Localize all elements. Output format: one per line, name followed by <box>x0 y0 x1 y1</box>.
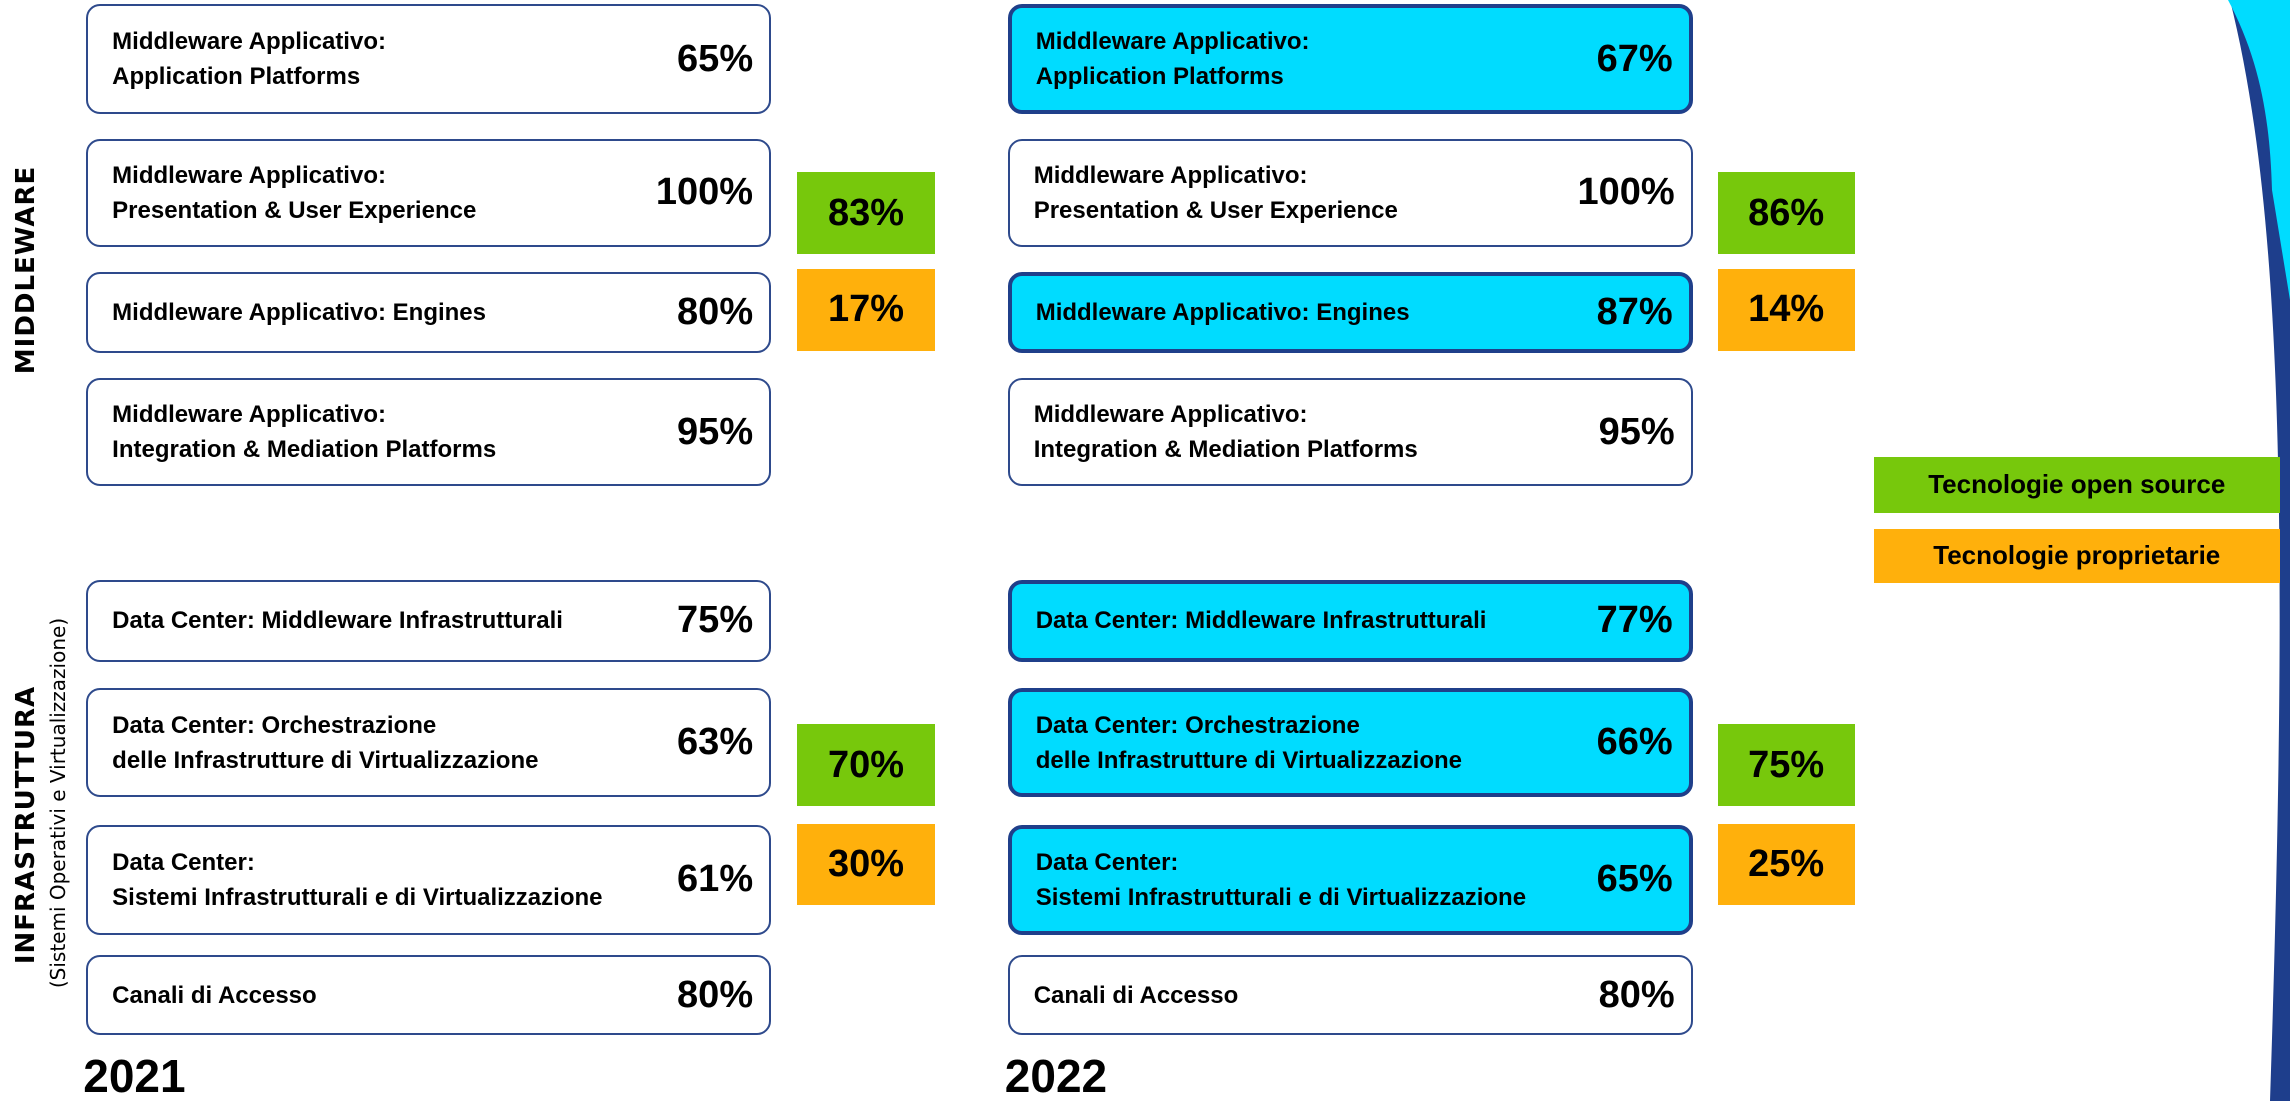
percent: 80% <box>677 291 754 334</box>
label: Data Center: Orchestrazione delle Infrast… <box>112 708 538 778</box>
category-box: Middleware Applicativo: Integration & Med… <box>86 378 772 487</box>
side-note: (Sistemi Operativi e Virtualizzazione) <box>46 618 71 989</box>
category-box: Middleware Applicativo: Engines 80% <box>86 271 772 354</box>
label: Middleware Applicativo: Engines <box>112 295 486 330</box>
label: Middleware Applicativo: Integration & Med… <box>1034 397 1418 467</box>
decoration <box>2228 0 2290 1101</box>
open-source-share: 70% <box>797 724 935 807</box>
label: Canali di Accesso <box>112 978 317 1013</box>
open-source-share: 86% <box>1717 172 1855 255</box>
label-line: Middleware Applicativo: <box>112 28 386 56</box>
label-line: Data Center: Middleware Infrastrutturali <box>112 607 563 635</box>
category-box: Data Center: Middleware Infrastrutturali… <box>86 579 772 662</box>
year-label: 2022 <box>1004 1049 1108 1101</box>
label: Middleware Applicativo: Integration & Med… <box>112 397 496 467</box>
category-box: Middleware Applicativo: Integration & Med… <box>1007 378 1693 487</box>
label-line: Middleware Applicativo: Engines <box>112 299 486 327</box>
label: Middleware Applicativo: Engines <box>1036 295 1410 330</box>
label: Data Center: Middleware Infrastrutturali <box>112 603 563 638</box>
category-box: Middleware Applicativo: Engines 87% <box>1007 271 1693 354</box>
side-label: INFRASTRUTTURA <box>11 686 42 965</box>
label-line: Presentation & User Experience <box>1033 196 1398 224</box>
legend-open-source: Tecnologie open source <box>1873 457 2280 513</box>
percent: 77% <box>1596 599 1673 642</box>
label-line: Application Platforms <box>1035 63 1284 91</box>
label-line: Middleware Applicativo: <box>1035 28 1310 56</box>
label: Data Center: Orchestrazione delle Infrast… <box>1036 708 1462 778</box>
label: Data Center: Sistemi Infrastrutturali e d… <box>1036 845 1526 915</box>
label-line: Data Center: Orchestrazione <box>1035 711 1360 739</box>
label: Data Center: Middleware Infrastrutturali <box>1036 603 1487 638</box>
label-line: Data Center: Orchestrazione <box>112 711 437 739</box>
percent: 61% <box>677 858 754 901</box>
label: Middleware Applicativo: Application Platf… <box>112 24 386 94</box>
category-box: Middleware Applicativo: Application Platf… <box>1007 4 1693 114</box>
percent: 80% <box>677 973 754 1016</box>
label-line: Middleware Applicativo: Engines <box>1035 299 1410 327</box>
label-line: delle Infrastrutture di Virtualizzazione <box>112 746 539 774</box>
category-box: Canali di Accesso 80% <box>1007 955 1693 1036</box>
percent: 100% <box>1577 171 1675 214</box>
label-line: Data Center: Middleware Infrastrutturali <box>1035 607 1487 635</box>
percent: 63% <box>677 721 754 764</box>
percent: 75% <box>677 599 754 642</box>
side-label: MIDDLEWARE <box>11 165 42 375</box>
label-line: delle Infrastrutture di Virtualizzazione <box>1035 746 1463 774</box>
category-box: Data Center: Sistemi Infrastrutturali e d… <box>1007 825 1693 935</box>
category-box: Middleware Applicativo: Presentation & Us… <box>1007 138 1693 247</box>
percent: 100% <box>655 171 754 214</box>
percent: 80% <box>1598 973 1675 1016</box>
label: Canali di Accesso <box>1034 978 1239 1013</box>
open-source-share: 75% <box>1717 724 1855 807</box>
label: Middleware Applicativo: Presentation & Us… <box>1034 158 1398 228</box>
category-box: Data Center: Orchestrazione delle Infrast… <box>86 687 772 798</box>
proprietary-share: 17% <box>797 268 935 351</box>
category-box: Data Center: Orchestrazione delle Infrast… <box>1007 687 1693 798</box>
proprietary-share: 30% <box>797 823 935 906</box>
label-line: Application Platforms <box>112 63 361 91</box>
legend-proprietary: Tecnologie proprietarie <box>1873 528 2280 583</box>
percent: 87% <box>1596 291 1673 334</box>
label: Data Center: Sistemi Infrastrutturali e d… <box>112 845 602 915</box>
open-source-share: 83% <box>797 172 935 255</box>
proprietary-share: 25% <box>1717 823 1855 906</box>
label-line: Sistemi Infrastrutturali e di Virtualizz… <box>1035 883 1527 911</box>
label: Middleware Applicativo: Application Platf… <box>1036 24 1310 94</box>
label-line: Middleware Applicativo: <box>112 401 386 429</box>
percent: 67% <box>1596 37 1673 80</box>
year-label: 2021 <box>83 1049 186 1101</box>
label-line: Sistemi Infrastrutturali e di Virtualizz… <box>112 883 603 911</box>
percent: 95% <box>1598 410 1675 453</box>
label-line: Middleware Applicativo: <box>1033 161 1308 189</box>
label-line: Data Center: <box>1035 848 1179 876</box>
category-box: Data Center: Sistemi Infrastrutturali e d… <box>86 825 772 935</box>
label: Middleware Applicativo: Presentation & Us… <box>112 158 476 228</box>
label-line: Presentation & User Experience <box>112 196 477 224</box>
percent: 65% <box>1596 858 1673 901</box>
category-box: Middleware Applicativo: Presentation & Us… <box>86 138 772 247</box>
category-box: Middleware Applicativo: Application Platf… <box>86 4 772 114</box>
label-line: Canali di Accesso <box>112 981 317 1009</box>
category-box: Data Center: Middleware Infrastrutturali… <box>1007 579 1693 662</box>
label-line: Integration & Mediation Platforms <box>112 436 497 464</box>
percent: 66% <box>1596 721 1673 764</box>
label-line: Data Center: <box>112 848 255 876</box>
label-line: Canali di Accesso <box>1033 981 1239 1009</box>
label-line: Integration & Mediation Platforms <box>1033 436 1418 464</box>
label-line: Middleware Applicativo: <box>112 161 386 189</box>
label-line: Middleware Applicativo: <box>1033 401 1308 429</box>
proprietary-share: 14% <box>1717 268 1855 351</box>
category-box: Canali di Accesso 80% <box>86 955 772 1036</box>
percent: 95% <box>677 410 754 453</box>
percent: 65% <box>677 37 754 80</box>
